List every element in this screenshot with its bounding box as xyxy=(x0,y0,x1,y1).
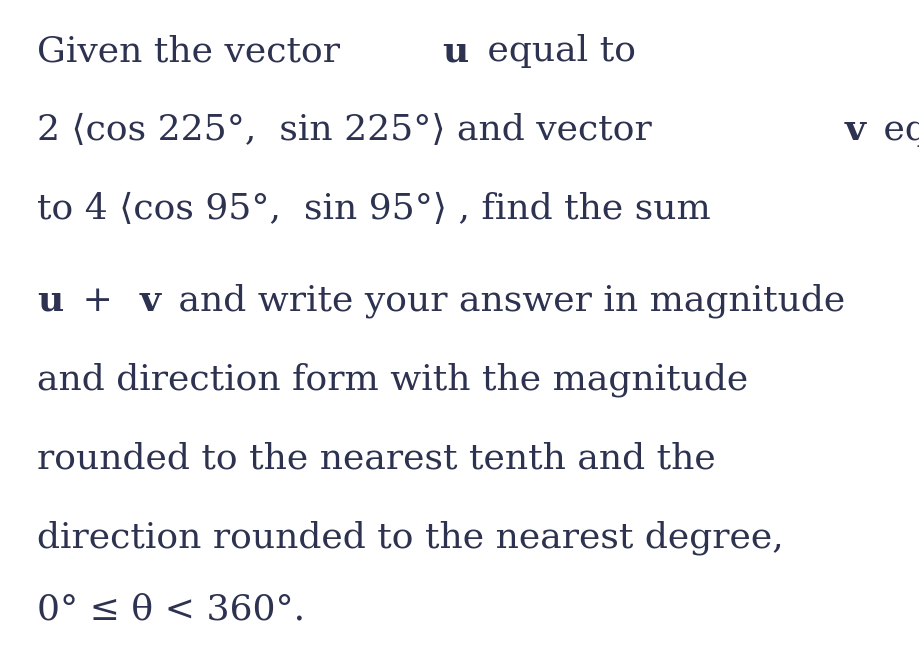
Text: equal: equal xyxy=(871,113,919,148)
Text: rounded to the nearest tenth and the: rounded to the nearest tenth and the xyxy=(37,441,715,476)
Text: u: u xyxy=(442,34,469,69)
Text: 0° ≤ θ < 360°.: 0° ≤ θ < 360°. xyxy=(37,593,304,627)
Text: u: u xyxy=(37,283,63,318)
Text: and write your answer in magnitude: and write your answer in magnitude xyxy=(166,283,844,318)
Text: and direction form with the magnitude: and direction form with the magnitude xyxy=(37,362,747,397)
Text: equal to: equal to xyxy=(476,34,636,69)
Text: direction rounded to the nearest degree,: direction rounded to the nearest degree, xyxy=(37,520,783,555)
Text: Given the vector: Given the vector xyxy=(37,34,351,69)
Text: 2 ⟨cos 225°,  sin 225°⟩ and vector: 2 ⟨cos 225°, sin 225°⟩ and vector xyxy=(37,113,663,148)
Text: to 4 ⟨cos 95°,  sin 95°⟩ , find the sum: to 4 ⟨cos 95°, sin 95°⟩ , find the sum xyxy=(37,192,709,226)
Text: v: v xyxy=(844,113,865,148)
Text: v: v xyxy=(140,283,161,318)
Text: +: + xyxy=(71,283,124,318)
